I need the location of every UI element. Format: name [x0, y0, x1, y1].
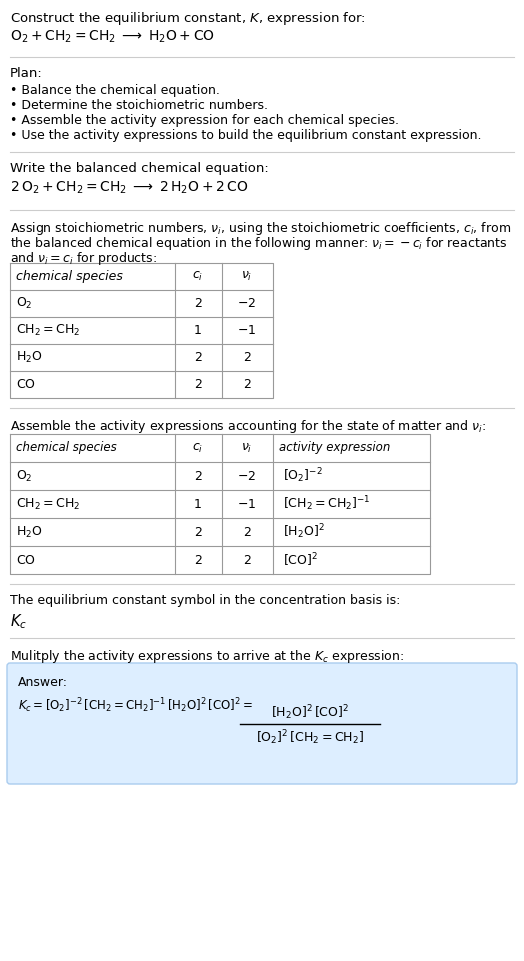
- Text: 1: 1: [194, 498, 202, 510]
- Text: Plan:: Plan:: [10, 67, 43, 80]
- Text: chemical species: chemical species: [16, 441, 117, 455]
- Text: $\nu_i$: $\nu_i$: [242, 270, 253, 283]
- Text: $[\mathrm{H_2O}]^{2}\,[\mathrm{CO}]^{2}$: $[\mathrm{H_2O}]^{2}\,[\mathrm{CO}]^{2}$: [271, 703, 349, 722]
- Text: $\mathrm{2\,O_2 + CH_2{=}CH_2 \;\longrightarrow\; 2\,H_2O + 2\,CO}$: $\mathrm{2\,O_2 + CH_2{=}CH_2 \;\longrig…: [10, 180, 248, 196]
- Text: $-1$: $-1$: [237, 324, 257, 337]
- Text: 2: 2: [243, 378, 251, 391]
- Text: 2: 2: [194, 526, 202, 538]
- Text: • Determine the stoichiometric numbers.: • Determine the stoichiometric numbers.: [10, 99, 268, 112]
- Text: $-2$: $-2$: [237, 297, 257, 310]
- Text: $\mathrm{H_2O}$: $\mathrm{H_2O}$: [16, 350, 42, 365]
- Text: 2: 2: [243, 554, 251, 566]
- Text: $[\mathrm{CO}]^{2}$: $[\mathrm{CO}]^{2}$: [283, 552, 318, 569]
- Text: $[\mathrm{H_2O}]^{2}$: $[\mathrm{H_2O}]^{2}$: [283, 523, 325, 541]
- Text: $\mathrm{H_2O}$: $\mathrm{H_2O}$: [16, 525, 42, 539]
- Text: 1: 1: [194, 324, 202, 337]
- Text: $[\mathrm{O_2}]^{-2}$: $[\mathrm{O_2}]^{-2}$: [283, 467, 323, 485]
- Text: chemical species: chemical species: [16, 270, 123, 283]
- Text: Assemble the activity expressions accounting for the state of matter and $\nu_i$: Assemble the activity expressions accoun…: [10, 418, 486, 435]
- Text: 2: 2: [194, 378, 202, 391]
- Text: $\mathrm{CH_2{=}CH_2}$: $\mathrm{CH_2{=}CH_2}$: [16, 497, 80, 511]
- Text: $K_c = [\mathrm{O_2}]^{-2}\,[\mathrm{CH_2{=}CH_2}]^{-1}\,[\mathrm{H_2O}]^{2}\,[\: $K_c = [\mathrm{O_2}]^{-2}\,[\mathrm{CH_…: [18, 696, 253, 715]
- Text: 2: 2: [243, 526, 251, 538]
- Text: $\mathrm{O_2}$: $\mathrm{O_2}$: [16, 468, 32, 483]
- Text: 2: 2: [194, 297, 202, 310]
- Text: $[\mathrm{CH_2{=}CH_2}]^{-1}$: $[\mathrm{CH_2{=}CH_2}]^{-1}$: [283, 495, 370, 513]
- Text: 2: 2: [194, 351, 202, 364]
- Text: activity expression: activity expression: [279, 441, 390, 455]
- Text: 2: 2: [194, 470, 202, 482]
- Text: $\mathrm{O_2 + CH_2{=}CH_2 \;\longrightarrow\; H_2O + CO}$: $\mathrm{O_2 + CH_2{=}CH_2 \;\longrighta…: [10, 29, 215, 45]
- Text: Answer:: Answer:: [18, 676, 68, 689]
- Text: the balanced chemical equation in the following manner: $\nu_i = -c_i$ for react: the balanced chemical equation in the fo…: [10, 235, 507, 252]
- Text: $-1$: $-1$: [237, 498, 257, 510]
- Text: Assign stoichiometric numbers, $\nu_i$, using the stoichiometric coefficients, $: Assign stoichiometric numbers, $\nu_i$, …: [10, 220, 511, 237]
- Text: and $\nu_i = c_i$ for products:: and $\nu_i = c_i$ for products:: [10, 250, 157, 267]
- Text: $\mathrm{CO}$: $\mathrm{CO}$: [16, 378, 36, 391]
- Text: Construct the equilibrium constant, $K$, expression for:: Construct the equilibrium constant, $K$,…: [10, 10, 366, 27]
- Text: The equilibrium constant symbol in the concentration basis is:: The equilibrium constant symbol in the c…: [10, 594, 400, 607]
- Text: $\mathrm{CH_2{=}CH_2}$: $\mathrm{CH_2{=}CH_2}$: [16, 323, 80, 338]
- Text: $\mathrm{CO}$: $\mathrm{CO}$: [16, 554, 36, 566]
- Text: $\nu_i$: $\nu_i$: [242, 441, 253, 455]
- FancyBboxPatch shape: [7, 663, 517, 784]
- Text: • Balance the chemical equation.: • Balance the chemical equation.: [10, 84, 220, 97]
- Text: Write the balanced chemical equation:: Write the balanced chemical equation:: [10, 162, 269, 175]
- Text: $[\mathrm{O_2}]^{2}\,[\mathrm{CH_2{=}CH_2}]$: $[\mathrm{O_2}]^{2}\,[\mathrm{CH_2{=}CH_…: [256, 728, 364, 747]
- Text: $K_c$: $K_c$: [10, 612, 27, 630]
- Text: • Assemble the activity expression for each chemical species.: • Assemble the activity expression for e…: [10, 114, 399, 127]
- Text: Mulitply the activity expressions to arrive at the $K_c$ expression:: Mulitply the activity expressions to arr…: [10, 648, 405, 665]
- Text: $c_i$: $c_i$: [192, 270, 204, 283]
- Text: 2: 2: [194, 554, 202, 566]
- Text: 2: 2: [243, 351, 251, 364]
- Text: $\mathrm{O_2}$: $\mathrm{O_2}$: [16, 296, 32, 311]
- Text: $c_i$: $c_i$: [192, 441, 204, 455]
- Text: $-2$: $-2$: [237, 470, 257, 482]
- Text: • Use the activity expressions to build the equilibrium constant expression.: • Use the activity expressions to build …: [10, 129, 482, 142]
